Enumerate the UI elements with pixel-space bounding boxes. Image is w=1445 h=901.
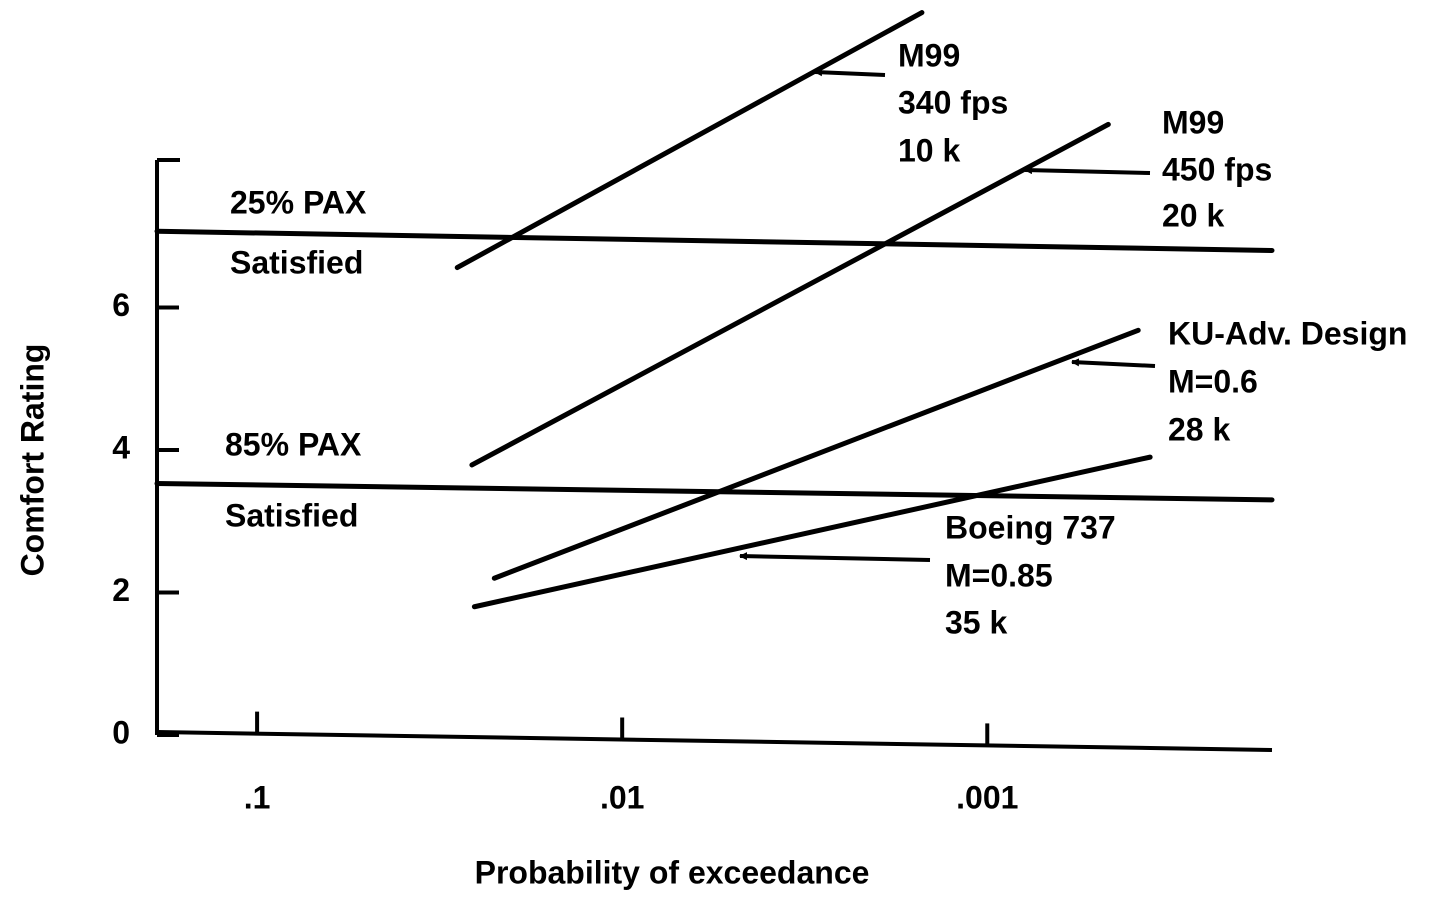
annotation-arrow (814, 68, 886, 77)
series-line (471, 454, 1153, 610)
x-tick-label: .1 (244, 779, 271, 815)
annotation: KU-Adv. Design (1168, 315, 1407, 351)
annotation: M=0.6 (1168, 363, 1258, 399)
annotation-arrow (739, 552, 931, 562)
y-tick-label: 0 (112, 714, 130, 750)
x-axis-label: Probability of exceedance (475, 854, 870, 890)
annotation: M99 (898, 37, 960, 73)
annotation: 340 fps (898, 84, 1008, 120)
annotation: M99 (1162, 104, 1224, 140)
annotation: 20 k (1162, 197, 1224, 233)
y-axis-label: Comfort Rating (14, 344, 50, 577)
annotation: Satisfied (225, 497, 358, 533)
x-axis (156, 730, 1273, 752)
annotation-arrow (1024, 166, 1151, 175)
y-tick-label: 2 (112, 572, 130, 608)
annotation: 35 k (945, 604, 1007, 640)
annotation: Boeing 737 (945, 509, 1116, 545)
series-line (454, 10, 925, 271)
annotation: 450 fps (1162, 151, 1272, 187)
annotation: 25% PAX (230, 184, 367, 220)
y-tick-label: 6 (112, 287, 130, 323)
x-tick-label: .001 (956, 779, 1018, 815)
series-line (154, 228, 1275, 253)
x-tick-label: .01 (600, 779, 644, 815)
annotation: 85% PAX (225, 426, 362, 462)
annotation: M=0.85 (945, 557, 1053, 593)
annotation: Satisfied (230, 244, 363, 280)
series-line (469, 121, 1111, 468)
series-line (154, 480, 1275, 503)
annotation-arrow (1071, 358, 1156, 368)
annotation: 28 k (1168, 411, 1230, 447)
annotation: 10 k (898, 132, 960, 168)
series-line (491, 327, 1141, 581)
y-tick-label: 4 (112, 429, 130, 465)
